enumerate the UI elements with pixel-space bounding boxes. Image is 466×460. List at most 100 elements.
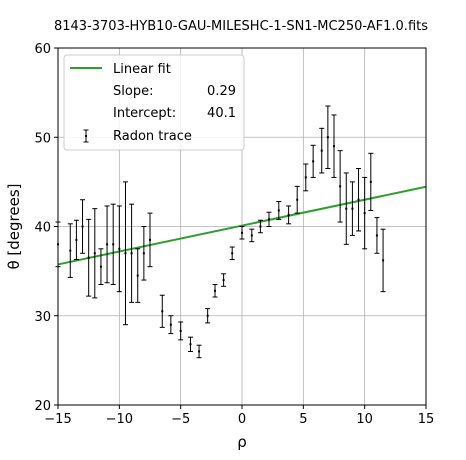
point-marker — [382, 259, 385, 262]
data-point — [205, 308, 211, 324]
data-point — [343, 172, 349, 245]
data-point — [294, 185, 300, 214]
data-point — [178, 321, 184, 341]
data-point — [135, 248, 141, 303]
legend-trace-marker — [85, 135, 87, 137]
data-point — [325, 105, 331, 169]
data-point — [239, 226, 245, 240]
point-marker — [241, 231, 243, 234]
point-marker — [351, 207, 354, 210]
point-marker — [118, 247, 121, 250]
point-marker — [142, 252, 145, 255]
x-tick-label: 15 — [418, 412, 435, 427]
point-marker — [136, 274, 139, 277]
data-point — [221, 273, 227, 287]
point-marker — [287, 213, 290, 216]
y-tick-label: 20 — [34, 399, 51, 414]
point-marker — [267, 218, 270, 221]
point-marker — [69, 249, 72, 252]
data-point — [104, 205, 110, 284]
point-marker — [198, 350, 201, 353]
data-point — [196, 344, 202, 359]
data-point — [147, 212, 153, 268]
data-point — [374, 217, 380, 254]
point-marker — [161, 310, 164, 313]
point-marker — [169, 323, 172, 326]
data-point — [380, 228, 386, 293]
chart-title: 8143-3703-HYB10-GAU-MILESHC-1-SN1-MC250-… — [54, 19, 428, 34]
data-point — [229, 246, 235, 261]
y-tick-label: 50 — [34, 131, 51, 146]
data-point — [249, 228, 255, 243]
point-marker — [333, 145, 335, 148]
point-marker — [99, 265, 102, 268]
data-point — [122, 181, 128, 326]
x-axis-label: ρ — [237, 433, 247, 451]
point-marker — [106, 243, 109, 246]
x-tick-label: −10 — [106, 412, 133, 427]
data-point — [310, 144, 316, 178]
point-marker — [130, 252, 133, 255]
x-tick-label: 5 — [299, 412, 307, 427]
data-point — [331, 114, 337, 178]
y-axis-label: θ [degrees] — [5, 183, 23, 269]
axis-ticks: −15 −10 −5 0 5 10 15 20 30 40 50 60 — [34, 42, 434, 427]
data-point — [349, 181, 355, 236]
y-tick-label: 30 — [34, 310, 51, 325]
point-marker — [189, 343, 192, 346]
legend-trace-swatch — [83, 129, 89, 143]
legend-intercept-value: 40.1 — [207, 106, 236, 121]
point-marker — [231, 252, 234, 255]
legend-trace-label: Radon trace — [113, 129, 192, 144]
point-marker — [81, 225, 84, 228]
data-point — [319, 127, 325, 174]
x-tick-label: 0 — [238, 412, 246, 427]
legend: Linear fit Slope: 0.29 Intercept: 40.1 R… — [63, 54, 245, 151]
point-marker — [259, 225, 262, 228]
data-point — [362, 176, 368, 250]
data-point — [168, 315, 174, 335]
point-marker — [149, 238, 151, 241]
data-point — [159, 294, 165, 328]
point-marker — [339, 185, 342, 188]
point-marker — [214, 289, 217, 292]
data-point — [368, 152, 374, 211]
data-point — [337, 150, 343, 223]
point-marker — [222, 279, 225, 282]
x-tick-label: −5 — [171, 412, 190, 427]
y-tick-label: 40 — [34, 221, 51, 236]
data-point — [266, 211, 272, 227]
data-point — [187, 336, 193, 352]
data-point — [110, 203, 116, 286]
data-point — [276, 201, 282, 220]
data-point — [129, 203, 135, 303]
data-point — [98, 248, 104, 286]
point-marker — [375, 234, 378, 237]
data-point — [212, 284, 218, 298]
data-point — [73, 219, 79, 261]
point-marker — [369, 180, 372, 183]
legend-slope-value: 0.29 — [207, 84, 236, 99]
point-marker — [312, 160, 315, 163]
data-point — [141, 226, 147, 281]
data-point — [303, 163, 309, 192]
legend-fit-label: Linear fit — [113, 62, 171, 77]
point-marker — [87, 256, 90, 259]
data-point — [356, 167, 362, 232]
point-marker — [112, 243, 115, 246]
data-point — [116, 205, 122, 293]
point-marker — [345, 207, 348, 210]
point-marker — [357, 198, 360, 201]
y-tick-label: 60 — [34, 42, 51, 57]
data-point — [80, 199, 86, 254]
data-point — [67, 223, 73, 278]
x-tick-label: 10 — [356, 412, 373, 427]
point-marker — [320, 149, 323, 152]
point-marker — [179, 329, 182, 332]
data-point — [86, 218, 92, 297]
x-tick-label: −15 — [44, 412, 71, 427]
point-marker — [277, 209, 280, 212]
point-marker — [124, 252, 127, 255]
data-point — [257, 219, 263, 234]
